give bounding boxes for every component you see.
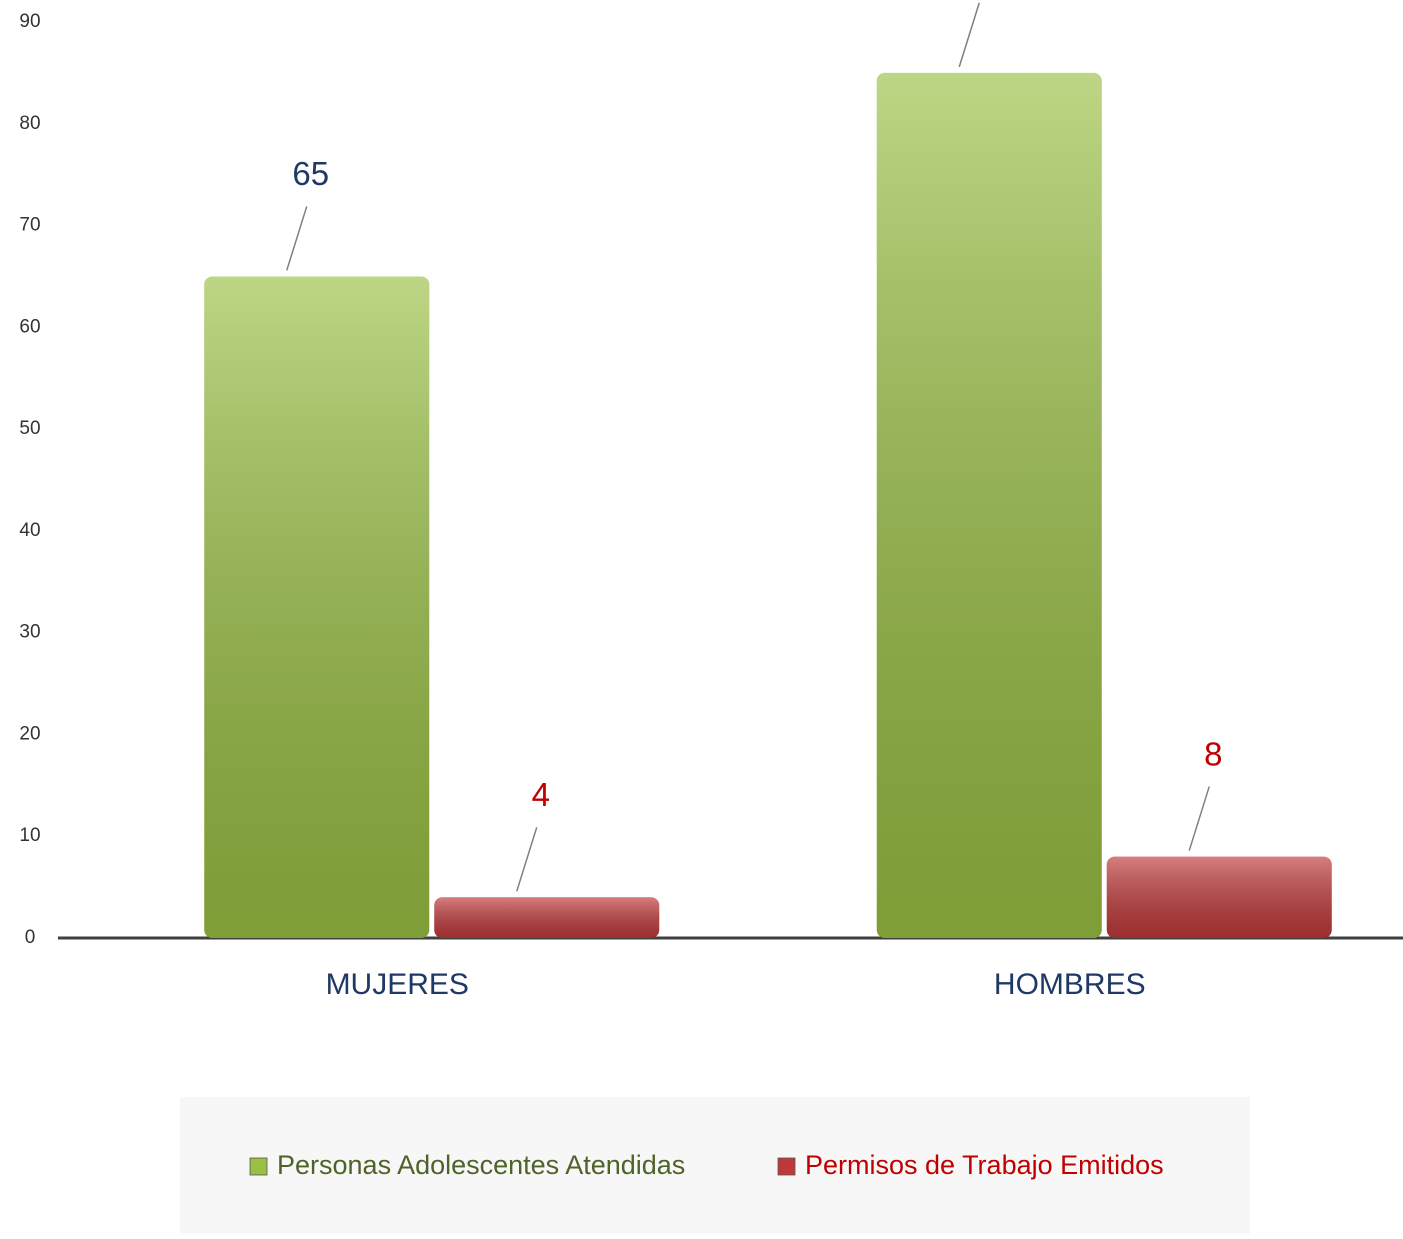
legend-box — [180, 1097, 1250, 1234]
bar — [1106, 856, 1332, 938]
y-tick-label: 70 — [19, 215, 40, 236]
y-tick-label: 0 — [25, 927, 36, 948]
y-tick-label: 40 — [19, 520, 40, 541]
bar — [204, 276, 430, 938]
legend-swatch — [777, 1157, 796, 1176]
data-label: 8 — [1204, 735, 1222, 772]
leader-line — [958, 2, 980, 68]
y-tick-label: 90 — [19, 11, 40, 32]
legend-label: Permisos de Trabajo Emitidos — [805, 1150, 1164, 1180]
y-tick-label: 60 — [19, 316, 40, 337]
bar — [876, 72, 1102, 938]
y-tick-label: 80 — [19, 113, 40, 134]
x-tick-label: HOMBRES — [994, 968, 1146, 1001]
legend-swatch — [249, 1157, 268, 1176]
x-tick-label: MUJERES — [326, 968, 469, 1001]
y-tick-label: 30 — [19, 622, 40, 643]
y-tick-label: 10 — [19, 825, 40, 846]
data-label: 4 — [532, 776, 550, 813]
leader-line — [516, 827, 538, 892]
leader-line — [1188, 786, 1210, 851]
leader-line — [286, 206, 308, 271]
data-label: 65 — [292, 155, 329, 192]
y-tick-label: 50 — [19, 418, 40, 439]
y-tick-label: 20 — [19, 723, 40, 744]
bar — [434, 897, 660, 938]
legend-label: Personas Adolescentes Atendidas — [277, 1150, 685, 1180]
